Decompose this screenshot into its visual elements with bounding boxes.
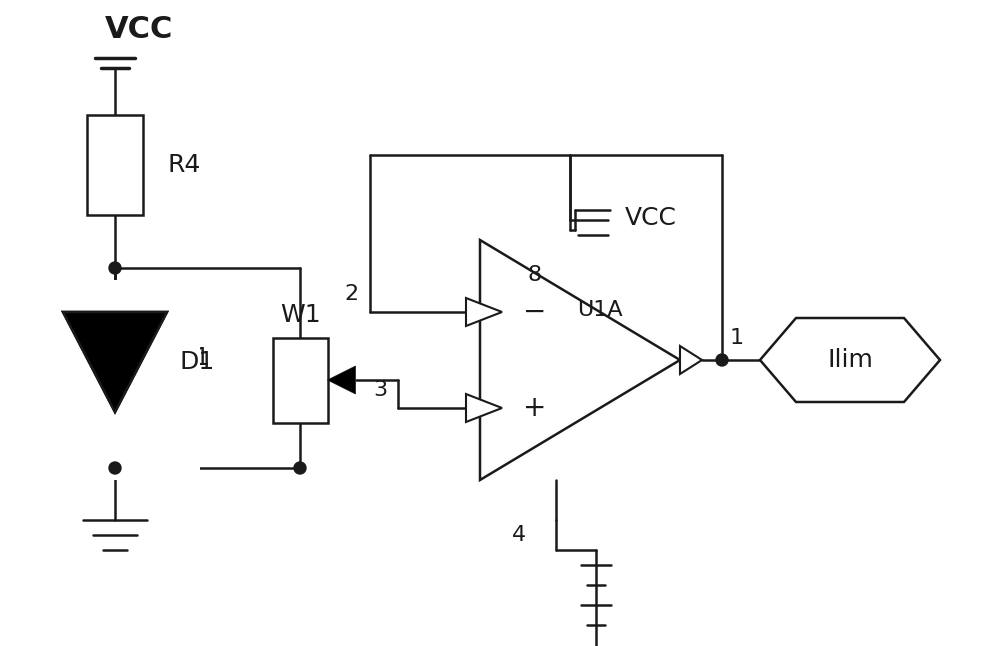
Circle shape: [109, 262, 121, 274]
Text: 8: 8: [528, 265, 542, 285]
Polygon shape: [466, 394, 502, 422]
Polygon shape: [480, 240, 680, 480]
Bar: [272, 337, 328, 422]
Text: Ilim: Ilim: [827, 348, 873, 372]
Text: VCC: VCC: [625, 206, 677, 230]
Bar: [0, 280, 200, 480]
Polygon shape: [44, 306, 130, 410]
Text: 3: 3: [373, 380, 388, 400]
Text: D1: D1: [180, 350, 215, 374]
Polygon shape: [63, 312, 167, 412]
Text: VCC: VCC: [105, 16, 173, 45]
Text: U1A: U1A: [577, 300, 623, 320]
Text: 4: 4: [512, 525, 526, 545]
Circle shape: [716, 354, 728, 366]
Text: 1: 1: [730, 328, 744, 348]
Polygon shape: [760, 318, 940, 402]
Text: 2: 2: [344, 284, 358, 304]
Circle shape: [294, 462, 306, 474]
Polygon shape: [63, 312, 167, 412]
Text: D1: D1: [175, 346, 210, 370]
Text: +: +: [523, 394, 547, 422]
Polygon shape: [328, 366, 356, 394]
Text: W1: W1: [280, 303, 320, 327]
Polygon shape: [40, 300, 130, 410]
Text: −: −: [523, 298, 547, 326]
Polygon shape: [466, 298, 502, 326]
Text: R4: R4: [167, 153, 200, 177]
Circle shape: [109, 462, 121, 474]
Polygon shape: [680, 346, 702, 374]
Bar: [87, 115, 143, 215]
